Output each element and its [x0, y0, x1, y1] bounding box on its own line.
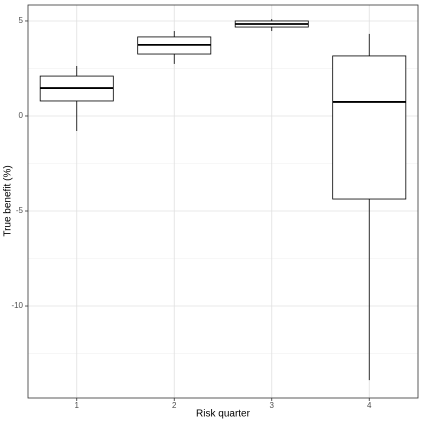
x-tick-label: 4	[367, 401, 372, 410]
x-tick-label: 2	[172, 401, 177, 410]
x-axis-title: Risk quarter	[196, 409, 251, 420]
y-tick-label: 5	[19, 16, 24, 25]
y-tick-label: -5	[16, 206, 24, 215]
y-tick-label: 0	[19, 111, 24, 120]
x-tick-label: 1	[75, 401, 80, 410]
box	[332, 55, 407, 200]
x-tick-label: 3	[270, 401, 275, 410]
y-axis-title: True benefit (%)	[3, 165, 14, 236]
y-tick-label: -10	[11, 301, 23, 310]
panel-border	[27, 4, 419, 399]
